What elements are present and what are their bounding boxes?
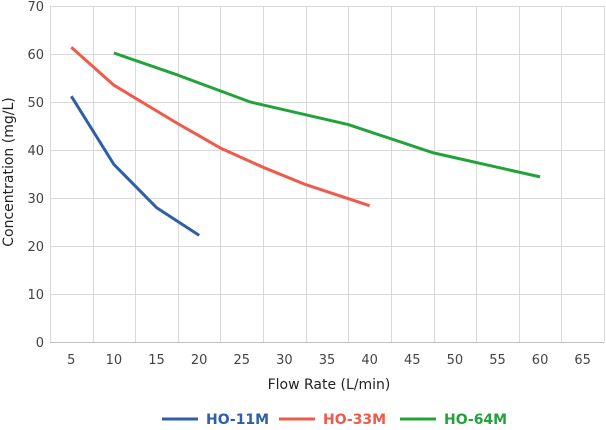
series-line-ho-33m (70, 46, 371, 208)
y-tick-label: 10 (27, 288, 44, 303)
legend-item: HO-33M (279, 412, 386, 428)
x-tick-label: 35 (319, 353, 336, 368)
x-tick-label: 45 (404, 353, 421, 368)
y-tick-label: 60 (27, 48, 44, 63)
y-axis-label: Concentration (mg/L) (1, 97, 17, 246)
y-tick-label: 30 (27, 192, 44, 207)
legend: HO-11M HO-33M HO-64M (162, 412, 507, 428)
x-tick-label: 60 (532, 353, 549, 368)
series-line-ho-64m (113, 51, 541, 179)
y-tick-label: 40 (27, 144, 44, 159)
x-tick-label: 65 (574, 353, 591, 368)
legend-label: HO-64M (444, 412, 507, 428)
y-tick-label: 50 (27, 96, 44, 111)
x-tick-label: 10 (106, 353, 123, 368)
x-tick-label: 15 (148, 353, 165, 368)
legend-item: HO-64M (400, 412, 507, 428)
y-tick-label: 0 (36, 336, 44, 351)
x-tick-label: 5 (67, 353, 75, 368)
legend-item: HO-11M (162, 412, 269, 428)
legend-label: HO-11M (206, 412, 269, 428)
x-tick-label: 20 (191, 353, 208, 368)
x-axis-label: Flow Rate (L/min) (268, 377, 391, 393)
x-tick-label: 40 (361, 353, 378, 368)
y-tick-label: 70 (27, 0, 44, 15)
x-tick-label: 55 (489, 353, 506, 368)
legend-label: HO-33M (323, 412, 386, 428)
y-tick-label: 20 (27, 240, 44, 255)
x-tick-label: 25 (233, 353, 250, 368)
x-tick-label: 50 (447, 353, 464, 368)
series-line-ho-11m (70, 95, 201, 237)
series-layer (70, 46, 541, 237)
x-tick-label: 30 (276, 353, 293, 368)
tick-labels: 5 10 15 20 25 30 35 40 45 50 55 60 65 0 10 20 30 40 50 60 70 (27, 0, 591, 368)
